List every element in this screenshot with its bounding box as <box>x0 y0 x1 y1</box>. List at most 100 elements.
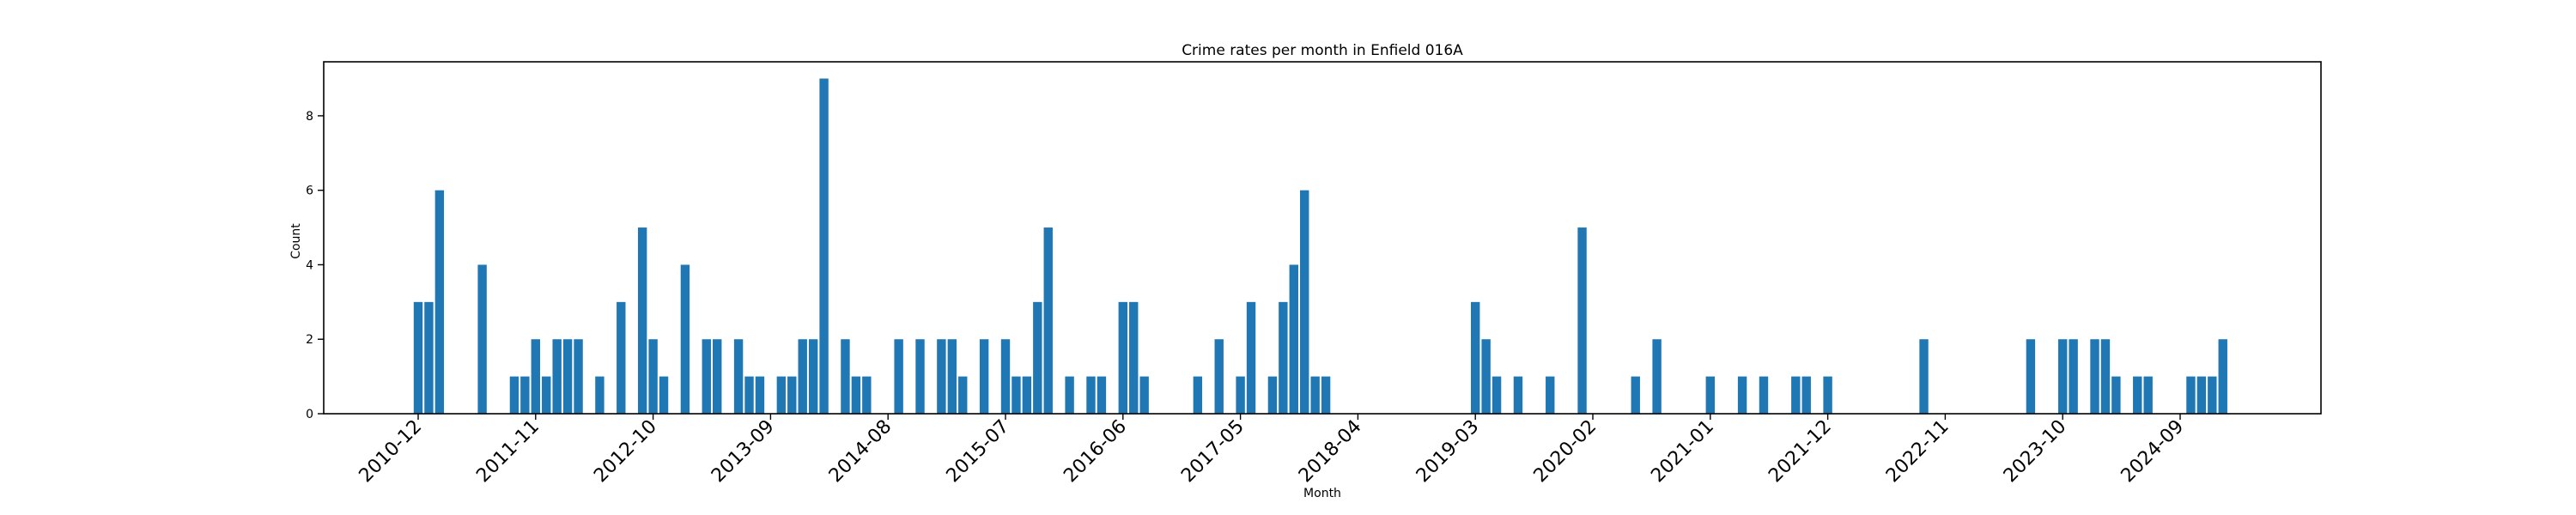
bar-2019-07 <box>1513 376 1523 414</box>
x-tick-label: 2013-09 <box>708 416 779 488</box>
x-tick-label: 2017-05 <box>1177 416 1249 488</box>
bar-2014-06 <box>862 376 872 414</box>
x-tick-label: 2021-01 <box>1647 416 1718 488</box>
y-axis-label: Count <box>289 223 303 259</box>
bars-group <box>413 78 2227 415</box>
bar-2014-05 <box>851 376 861 414</box>
bar-2021-01 <box>1705 376 1715 414</box>
bar-2012-11 <box>659 376 669 414</box>
bar-2024-10 <box>2186 376 2196 414</box>
x-tick-label: 2012-10 <box>590 416 661 488</box>
chart-title: Crime rates per month in Enfield 016A <box>1182 42 1463 59</box>
x-tick-label: 2018-04 <box>1295 416 1366 488</box>
bar-2013-12 <box>798 339 807 414</box>
x-tick-label: 2011-11 <box>472 416 544 488</box>
bar-2023-10 <box>2058 339 2068 414</box>
x-axis-ticks: 2010-12 2011-11 2012-10 2013-09 2014-08 2015-… <box>355 414 2189 488</box>
y-tick-label: 4 <box>306 258 313 272</box>
bar-2022-09 <box>1919 339 1929 414</box>
bar-2017-06 <box>1246 301 1256 414</box>
bar-2019-05 <box>1492 376 1502 414</box>
bar-2011-09 <box>509 376 519 414</box>
bar-2017-12 <box>1310 376 1320 414</box>
bar-2012-07 <box>617 301 626 414</box>
bar-2011-12 <box>542 376 551 414</box>
bar-2014-04 <box>841 339 850 414</box>
bar-2016-07 <box>1129 301 1139 414</box>
bar-2011-01 <box>424 301 434 414</box>
bar-2023-07 <box>2026 339 2036 414</box>
bar-2011-11 <box>531 339 540 414</box>
bar-2021-09 <box>1791 376 1801 414</box>
bar-2015-10 <box>1033 301 1042 414</box>
bar-2024-05 <box>2133 376 2142 414</box>
x-tick-label: 2014-08 <box>825 416 896 488</box>
bar-2012-09 <box>637 227 647 414</box>
bar-2013-01 <box>680 264 690 414</box>
bar-2014-01 <box>808 339 818 414</box>
bar-2017-09 <box>1279 301 1288 414</box>
bar-2015-05 <box>979 339 989 414</box>
bar-2013-07 <box>744 376 754 414</box>
bar-2016-06 <box>1118 301 1127 414</box>
bar-2013-03 <box>702 339 711 414</box>
bar-2014-09 <box>894 339 903 414</box>
x-tick-label: 2015-07 <box>943 416 1014 488</box>
bar-2019-04 <box>1481 339 1491 414</box>
bar-2020-01 <box>1577 227 1587 414</box>
bar-2013-10 <box>776 376 787 414</box>
bar-2013-08 <box>755 376 765 414</box>
bar-2021-10 <box>1801 376 1811 414</box>
bar-2017-11 <box>1300 190 1309 414</box>
bar-2016-03 <box>1086 376 1096 414</box>
y-tick-label: 0 <box>306 408 313 421</box>
bar-2012-02 <box>562 339 573 414</box>
y-axis-ticks: 0 2 4 6 8 <box>306 110 324 421</box>
x-tick-label: 2019-03 <box>1413 416 1484 488</box>
bar-2011-02 <box>434 190 445 414</box>
x-tick-label: 2020-02 <box>1530 416 1601 488</box>
x-tick-label: 2021-12 <box>1765 416 1836 488</box>
y-tick-label: 8 <box>306 110 313 124</box>
bar-2013-04 <box>713 339 722 414</box>
x-axis-label: Month <box>1303 487 1341 500</box>
bar-2014-02 <box>819 78 829 415</box>
bar-2024-03 <box>2111 376 2121 414</box>
bar-2011-10 <box>520 376 530 414</box>
bar-2013-06 <box>733 339 744 414</box>
bar-2012-10 <box>648 339 658 414</box>
x-tick-label: 2010-12 <box>355 416 427 488</box>
bar-2015-11 <box>1043 227 1053 414</box>
bar-2015-07 <box>1000 339 1011 414</box>
bar-2014-11 <box>915 339 925 414</box>
x-tick-label: 2023-10 <box>2000 416 2071 488</box>
bar-2016-01 <box>1065 376 1074 414</box>
bar-2017-05 <box>1236 376 1245 414</box>
bar-2012-05 <box>595 376 605 414</box>
bar-2015-08 <box>1012 376 1021 414</box>
bar-2015-01 <box>937 339 946 414</box>
x-tick-label: 2024-09 <box>2117 416 2189 488</box>
bar-2017-01 <box>1193 376 1203 414</box>
x-tick-label: 2016-06 <box>1060 416 1131 488</box>
bar-2017-10 <box>1289 264 1298 414</box>
bar-2011-06 <box>477 264 487 414</box>
bar-2012-03 <box>574 339 583 414</box>
bar-2013-11 <box>787 376 797 414</box>
bar-2021-06 <box>1759 376 1769 414</box>
bar-2016-08 <box>1139 376 1149 414</box>
bar-2015-03 <box>958 376 968 414</box>
bar-2024-06 <box>2143 376 2153 414</box>
x-tick-label: 2022-11 <box>1882 416 1953 488</box>
bar-2010-12 <box>413 301 423 414</box>
bar-2021-12 <box>1823 376 1832 414</box>
bar-2016-04 <box>1097 376 1107 414</box>
bar-2025-01 <box>2218 339 2227 414</box>
bar-2024-12 <box>2208 376 2217 414</box>
bar-2024-11 <box>2196 376 2207 414</box>
bar-2024-02 <box>2100 339 2111 414</box>
plot-frame <box>323 61 2322 415</box>
y-tick-label: 6 <box>306 185 313 198</box>
bar-2021-04 <box>1737 376 1747 414</box>
bar-2017-08 <box>1267 376 1278 414</box>
